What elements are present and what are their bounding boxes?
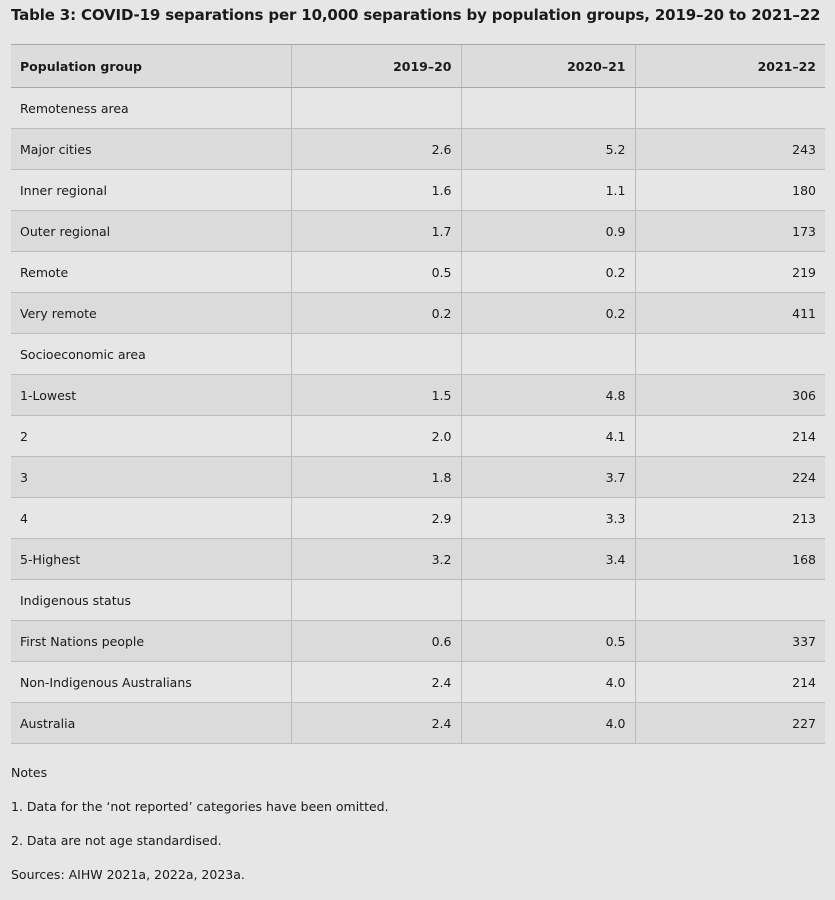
table-cell: 1.7: [290, 210, 461, 252]
table-row-total: Australia 2.4 4.0 227: [11, 702, 825, 744]
table-cell: [460, 87, 635, 129]
table-cell: [290, 333, 461, 375]
table-cell: 5-Highest: [11, 538, 291, 580]
table-cell: 214: [634, 661, 825, 703]
table-cell: Non-Indigenous Australians: [11, 661, 291, 703]
table-cell: 2: [11, 415, 291, 457]
table-cell: First Nations people: [11, 620, 291, 662]
table-cell: 227: [634, 702, 825, 744]
table-cell: Remote: [11, 251, 291, 293]
table-cell: Inner regional: [11, 169, 291, 211]
table-caption: Table 3: COVID-19 separations per 10,000…: [11, 6, 821, 24]
table-cell: 3.2: [290, 538, 461, 580]
table-cell: Major cities: [11, 128, 291, 170]
table-row: Major cities 2.6 5.2 243: [11, 128, 825, 170]
table-row: Very remote 0.2 0.2 411: [11, 292, 825, 334]
table-cell: Remoteness area: [11, 87, 291, 129]
note-item: 2. Data are not age standardised.: [11, 833, 222, 848]
table-row-section-indigenous: Indigenous status: [11, 579, 825, 621]
table-cell: 243: [634, 128, 825, 170]
table-row: 1-Lowest 1.5 4.8 306: [11, 374, 825, 416]
table-cell: 224: [634, 456, 825, 498]
table-cell: 4.8: [460, 374, 635, 416]
column-header-2021-22: 2021–22: [634, 44, 825, 88]
table-cell: 4: [11, 497, 291, 539]
column-header-2020-21: 2020–21: [460, 44, 635, 88]
table-cell: 1.1: [460, 169, 635, 211]
table-cell: Socioeconomic area: [11, 333, 291, 375]
table-cell: 2.6: [290, 128, 461, 170]
table-cell: 4.0: [460, 702, 635, 744]
table-cell: Indigenous status: [11, 579, 291, 621]
table-cell: [290, 579, 461, 621]
table-cell: 3.3: [460, 497, 635, 539]
column-header-2019-20: 2019–20: [290, 44, 461, 88]
table-row-section-socioeconomic: Socioeconomic area: [11, 333, 825, 375]
table-cell: 168: [634, 538, 825, 580]
table-cell: Australia: [11, 702, 291, 744]
table-cell: 219: [634, 251, 825, 293]
header-row: Population group 2019–20 2020–21 2021–22: [11, 44, 825, 88]
note-item: 1. Data for the ‘not reported’ categorie…: [11, 799, 389, 814]
table-cell: [634, 333, 825, 375]
table-cell: 1-Lowest: [11, 374, 291, 416]
table-cell: 0.5: [290, 251, 461, 293]
table-cell: 306: [634, 374, 825, 416]
table-row: 2 2.0 4.1 214: [11, 415, 825, 457]
table-cell: 0.5: [460, 620, 635, 662]
table-row: 3 1.8 3.7 224: [11, 456, 825, 498]
table-cell: 4.0: [460, 661, 635, 703]
table-cell: [634, 579, 825, 621]
table-cell: 4.1: [460, 415, 635, 457]
table-row: First Nations people 0.6 0.5 337: [11, 620, 825, 662]
table-cell: 0.6: [290, 620, 461, 662]
table-cell: 1.8: [290, 456, 461, 498]
table-cell: [460, 333, 635, 375]
table-row: Non-Indigenous Australians 2.4 4.0 214: [11, 661, 825, 703]
table-cell: 0.9: [460, 210, 635, 252]
table-row-section-remoteness: Remoteness area: [11, 87, 825, 129]
sources-text: Sources: AIHW 2021a, 2022a, 2023a.: [11, 867, 245, 882]
table-cell: 2.4: [290, 702, 461, 744]
table-row: 4 2.9 3.3 213: [11, 497, 825, 539]
table-cell: 5.2: [460, 128, 635, 170]
table-cell: 0.2: [290, 292, 461, 334]
table-cell: 337: [634, 620, 825, 662]
column-header-population-group: Population group: [11, 44, 291, 88]
table-cell: 173: [634, 210, 825, 252]
notes-heading: Notes: [11, 765, 48, 780]
table-cell: 213: [634, 497, 825, 539]
table-cell: 3.4: [460, 538, 635, 580]
table-cell: 411: [634, 292, 825, 334]
table-cell: 180: [634, 169, 825, 211]
table-cell: 0.2: [460, 251, 635, 293]
table-cell: 1.6: [290, 169, 461, 211]
table-cell: [634, 87, 825, 129]
table-cell: Very remote: [11, 292, 291, 334]
data-table: Population group 2019–20 2020–21 2021–22…: [11, 44, 825, 744]
table-cell: Outer regional: [11, 210, 291, 252]
table-row: Outer regional 1.7 0.9 173: [11, 210, 825, 252]
table-cell: 2.0: [290, 415, 461, 457]
table-cell: 2.4: [290, 661, 461, 703]
table-notes: Notes 1. Data for the ‘not reported’ cat…: [11, 764, 389, 900]
table-cell: [290, 87, 461, 129]
table-row: 5-Highest 3.2 3.4 168: [11, 538, 825, 580]
table-cell: 0.2: [460, 292, 635, 334]
table-cell: 1.5: [290, 374, 461, 416]
table-cell: 2.9: [290, 497, 461, 539]
table-cell: 3.7: [460, 456, 635, 498]
table-cell: 214: [634, 415, 825, 457]
table-cell: 3: [11, 456, 291, 498]
table-row: Inner regional 1.6 1.1 180: [11, 169, 825, 211]
table-cell: [460, 579, 635, 621]
table-row: Remote 0.5 0.2 219: [11, 251, 825, 293]
